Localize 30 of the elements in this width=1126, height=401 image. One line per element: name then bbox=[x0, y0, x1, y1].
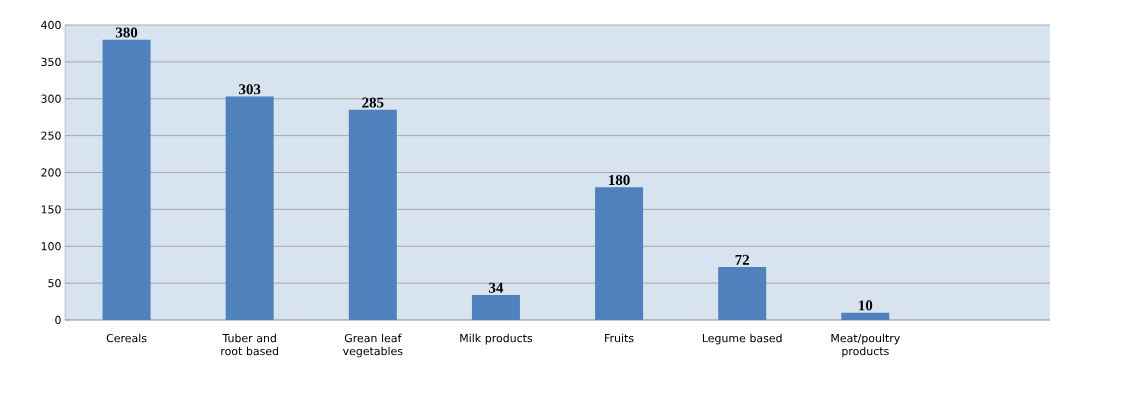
data-label: 303 bbox=[239, 84, 261, 95]
y-tick-label: 100 bbox=[41, 242, 61, 251]
y-tick-label: 400 bbox=[41, 20, 61, 30]
x-tick-label: Grean leaf vegetables bbox=[342, 333, 403, 358]
x-tick-label: Fruits bbox=[605, 333, 634, 343]
data-label: 180 bbox=[609, 174, 630, 186]
data-label: 380 bbox=[115, 27, 138, 38]
x-tick-label: Tuber and root based bbox=[221, 333, 279, 356]
y-tick-label: 150 bbox=[41, 205, 61, 214]
x-tick-label: Legume based bbox=[702, 333, 782, 345]
y-tick-label: 300 bbox=[41, 94, 61, 103]
data-label: 285 bbox=[362, 97, 384, 108]
bar bbox=[102, 39, 151, 320]
bar bbox=[471, 294, 520, 320]
y-tick-label: 0 bbox=[55, 315, 61, 325]
x-tick-label: Cereals bbox=[106, 333, 147, 343]
bar bbox=[841, 312, 890, 320]
bar bbox=[718, 266, 767, 320]
y-tick-label: 350 bbox=[41, 57, 61, 67]
bar bbox=[595, 187, 644, 320]
bar bbox=[225, 96, 274, 320]
y-tick-label: 200 bbox=[41, 168, 61, 177]
data-label: 72 bbox=[735, 254, 750, 265]
x-tick-label: Milk products bbox=[460, 333, 533, 345]
data-label: 10 bbox=[859, 300, 873, 311]
y-tick-label: 50 bbox=[48, 278, 61, 288]
bar bbox=[348, 109, 397, 320]
x-tick-label: Meat/poultry products bbox=[831, 333, 900, 358]
y-tick-label: 250 bbox=[41, 131, 61, 140]
data-label: 34 bbox=[489, 282, 504, 293]
